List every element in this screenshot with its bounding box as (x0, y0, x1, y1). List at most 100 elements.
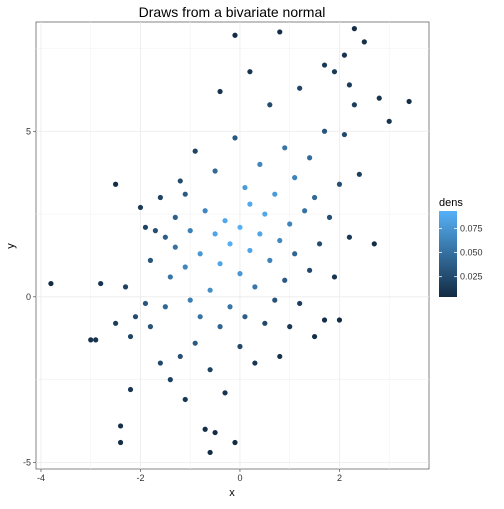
y-axis-ticks: -5 0 5 (23, 126, 36, 467)
data-point (187, 297, 193, 303)
data-point (292, 251, 298, 257)
legend-tick-label: 0.075 (460, 223, 483, 233)
data-point (406, 98, 412, 105)
x-axis-ticks: -4 -2 0 2 (37, 469, 342, 483)
data-point (187, 228, 193, 234)
data-point (227, 241, 233, 247)
data-point (247, 69, 253, 75)
legend-tick-label: 0.025 (460, 272, 483, 282)
data-point (287, 221, 293, 227)
data-point (93, 337, 99, 343)
data-point (321, 317, 328, 323)
data-point (302, 208, 308, 214)
data-point (376, 95, 382, 101)
data-point (207, 287, 213, 293)
data-point (336, 181, 343, 187)
data-point (112, 320, 119, 326)
data-point (177, 178, 183, 184)
data-point (222, 218, 228, 224)
data-point (207, 367, 213, 373)
data-point (267, 257, 273, 263)
legend-title: dens (439, 197, 463, 209)
data-point (217, 88, 223, 95)
grid (36, 22, 429, 469)
data-point (212, 429, 218, 436)
data-point (217, 261, 223, 267)
data-point (262, 211, 268, 217)
data-point (162, 234, 168, 240)
data-point (272, 297, 278, 303)
data-points (48, 26, 412, 456)
data-point (336, 317, 343, 323)
data-point (257, 161, 263, 167)
data-point (212, 231, 218, 237)
y-tick-label: 0 (26, 292, 31, 302)
data-point (297, 85, 303, 91)
data-point (88, 337, 94, 343)
data-point (326, 214, 333, 220)
data-point (232, 32, 238, 38)
data-point (202, 208, 208, 214)
data-point (217, 324, 223, 330)
data-point (361, 39, 367, 45)
data-point (311, 333, 318, 340)
data-point (262, 320, 268, 326)
data-point (242, 184, 248, 191)
legend-ticks: 0.025 0.050 0.075 (439, 223, 483, 282)
data-point (282, 145, 288, 151)
y-axis-title: y (5, 243, 17, 249)
data-point (232, 439, 238, 446)
data-point (192, 148, 198, 154)
x-axis-title: x (229, 487, 235, 499)
data-point (321, 128, 328, 134)
data-point (207, 449, 213, 456)
x-tick-label: 2 (337, 473, 342, 483)
data-point (212, 168, 218, 174)
data-point (237, 343, 243, 350)
data-point (331, 274, 338, 280)
x-tick-label: -4 (37, 473, 45, 483)
data-point (157, 360, 163, 366)
y-tick-label: 5 (26, 126, 31, 136)
data-point (222, 390, 228, 396)
data-point (167, 377, 173, 383)
data-point (117, 439, 124, 446)
data-point (292, 175, 298, 181)
data-point (272, 191, 278, 197)
data-point (182, 396, 188, 403)
data-point (341, 131, 348, 138)
data-point (162, 304, 168, 310)
data-point (371, 241, 377, 247)
data-point (157, 194, 163, 201)
data-point (48, 280, 54, 287)
data-point (252, 284, 258, 290)
data-point (142, 300, 149, 307)
data-point (147, 257, 154, 263)
data-point (182, 191, 188, 197)
x-tick-label: 0 (237, 473, 242, 483)
data-point (182, 264, 188, 270)
data-point (142, 224, 149, 230)
data-point (242, 314, 248, 320)
data-point (331, 69, 338, 75)
data-point (346, 234, 353, 240)
data-point (167, 274, 173, 280)
data-point (197, 251, 203, 257)
data-point (98, 280, 104, 287)
data-point (341, 52, 348, 58)
data-point (127, 386, 134, 393)
y-tick-label: -5 (23, 457, 31, 467)
data-point (297, 300, 303, 307)
data-point (247, 247, 253, 254)
data-point (257, 231, 263, 237)
data-point (316, 241, 323, 247)
data-point (386, 118, 392, 124)
data-point (202, 426, 208, 432)
data-point (307, 155, 313, 161)
data-point (351, 26, 357, 32)
data-point (197, 314, 203, 320)
data-point (172, 214, 178, 220)
data-point (252, 360, 258, 366)
